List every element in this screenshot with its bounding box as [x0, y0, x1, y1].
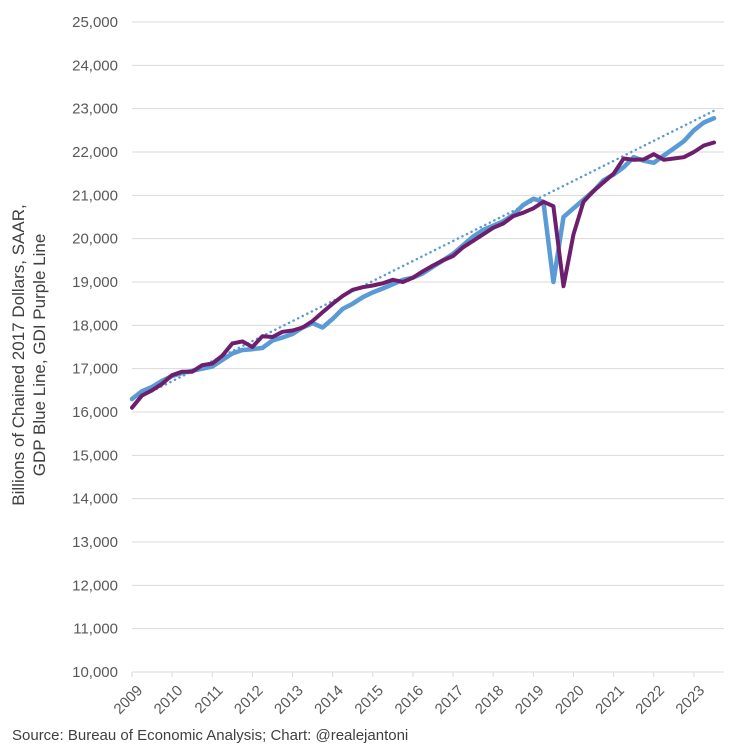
x-tick-label: 2011 [192, 682, 227, 717]
x-tick-label: 2009 [111, 682, 147, 718]
x-tick-label: 2023 [672, 682, 708, 718]
y-tick-label: 13,000 [72, 534, 118, 551]
x-tick-label: 2022 [632, 682, 668, 718]
y-tick-label: 22,000 [72, 144, 118, 161]
y-tick-label: 12,000 [72, 577, 118, 594]
x-tick-label: 2019 [512, 682, 548, 718]
series-line-gdi [130, 140, 716, 410]
y-tick-label: 25,000 [72, 14, 118, 31]
y-tick-label: 11,000 [73, 621, 118, 638]
x-tick-label: 2018 [472, 682, 508, 718]
y-tick-label: 15,000 [72, 447, 118, 464]
x-tick-label: 2013 [271, 682, 307, 718]
y-axis-ticks: 10,000 11,000 12,000 13,000 14,000 15,000 16,0… [72, 14, 118, 681]
y-axis-title-line-2: GDP Blue Line, GDI Purple Line [30, 234, 49, 477]
source-note: Source: Bureau of Economic Analysis; Cha… [12, 727, 408, 744]
y-tick-label: 24,000 [72, 57, 118, 74]
y-tick-label: 10,000 [72, 664, 118, 681]
y-tick-label: 17,000 [72, 361, 118, 378]
x-tick-label: 2014 [311, 682, 347, 718]
series-layer [129, 109, 717, 410]
x-tick-label: 2010 [151, 682, 187, 718]
y-tick-label: 21,000 [72, 187, 118, 204]
x-tick-label: 2016 [392, 682, 428, 718]
gridlines [132, 21, 724, 630]
y-axis-title-line-1: Billions of Chained 2017 Dollars, SAAR, [9, 204, 28, 505]
y-tick-label: 19,000 [72, 274, 118, 291]
x-axis-ticks: 2009 2010 2011 2012 2013 2014 2015 2016 2017 2018… [111, 672, 708, 718]
y-tick-label: 16,000 [72, 404, 118, 421]
y-tick-label: 18,000 [72, 317, 118, 334]
x-tick-label: 2021 [592, 682, 628, 718]
x-tick-label: 2020 [552, 682, 588, 718]
y-tick-label: 14,000 [72, 491, 118, 508]
series-line-trend [150, 109, 716, 393]
x-tick-label: 2017 [432, 682, 468, 718]
y-tick-label: 23,000 [72, 101, 118, 118]
x-tick-label: 2012 [231, 682, 267, 718]
x-tick-label: 2015 [351, 682, 387, 718]
y-tick-label: 20,000 [72, 231, 118, 248]
